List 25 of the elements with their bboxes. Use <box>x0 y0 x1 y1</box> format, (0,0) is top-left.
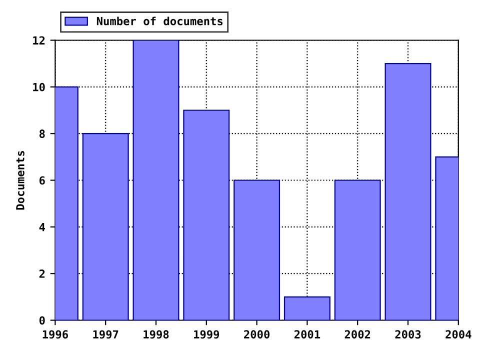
bar <box>82 133 129 320</box>
bar <box>384 63 432 320</box>
y-tick-label: 8 <box>39 130 45 138</box>
y-tick-label: 4 <box>39 223 45 232</box>
bar <box>234 180 280 320</box>
y-tick-label: 6 <box>40 176 45 185</box>
x-tick-label: 1996 <box>42 330 68 339</box>
bar <box>132 40 180 320</box>
x-tick-label: 1997 <box>93 330 118 339</box>
y-tick-label: 2 <box>39 270 45 278</box>
y-tick-label: 10 <box>33 82 45 92</box>
x-tick-label: 2003 <box>395 330 421 339</box>
bar <box>334 180 381 320</box>
bar <box>284 296 330 320</box>
x-tick-label: 2001 <box>294 330 320 339</box>
legend-label: Number of documents <box>96 16 223 26</box>
x-tick-label: 2002 <box>344 330 370 339</box>
y-axis-title: Documents <box>16 151 24 210</box>
x-tick-label: 2004 <box>446 330 472 339</box>
bar <box>183 110 230 320</box>
x-tick-label: 2000 <box>244 330 270 339</box>
y-tick-label: 12 <box>33 36 45 44</box>
x-tick-label: 1998 <box>144 330 169 339</box>
y-tick-label: 0 <box>39 316 45 325</box>
x-tick-label: 1999 <box>194 330 220 339</box>
